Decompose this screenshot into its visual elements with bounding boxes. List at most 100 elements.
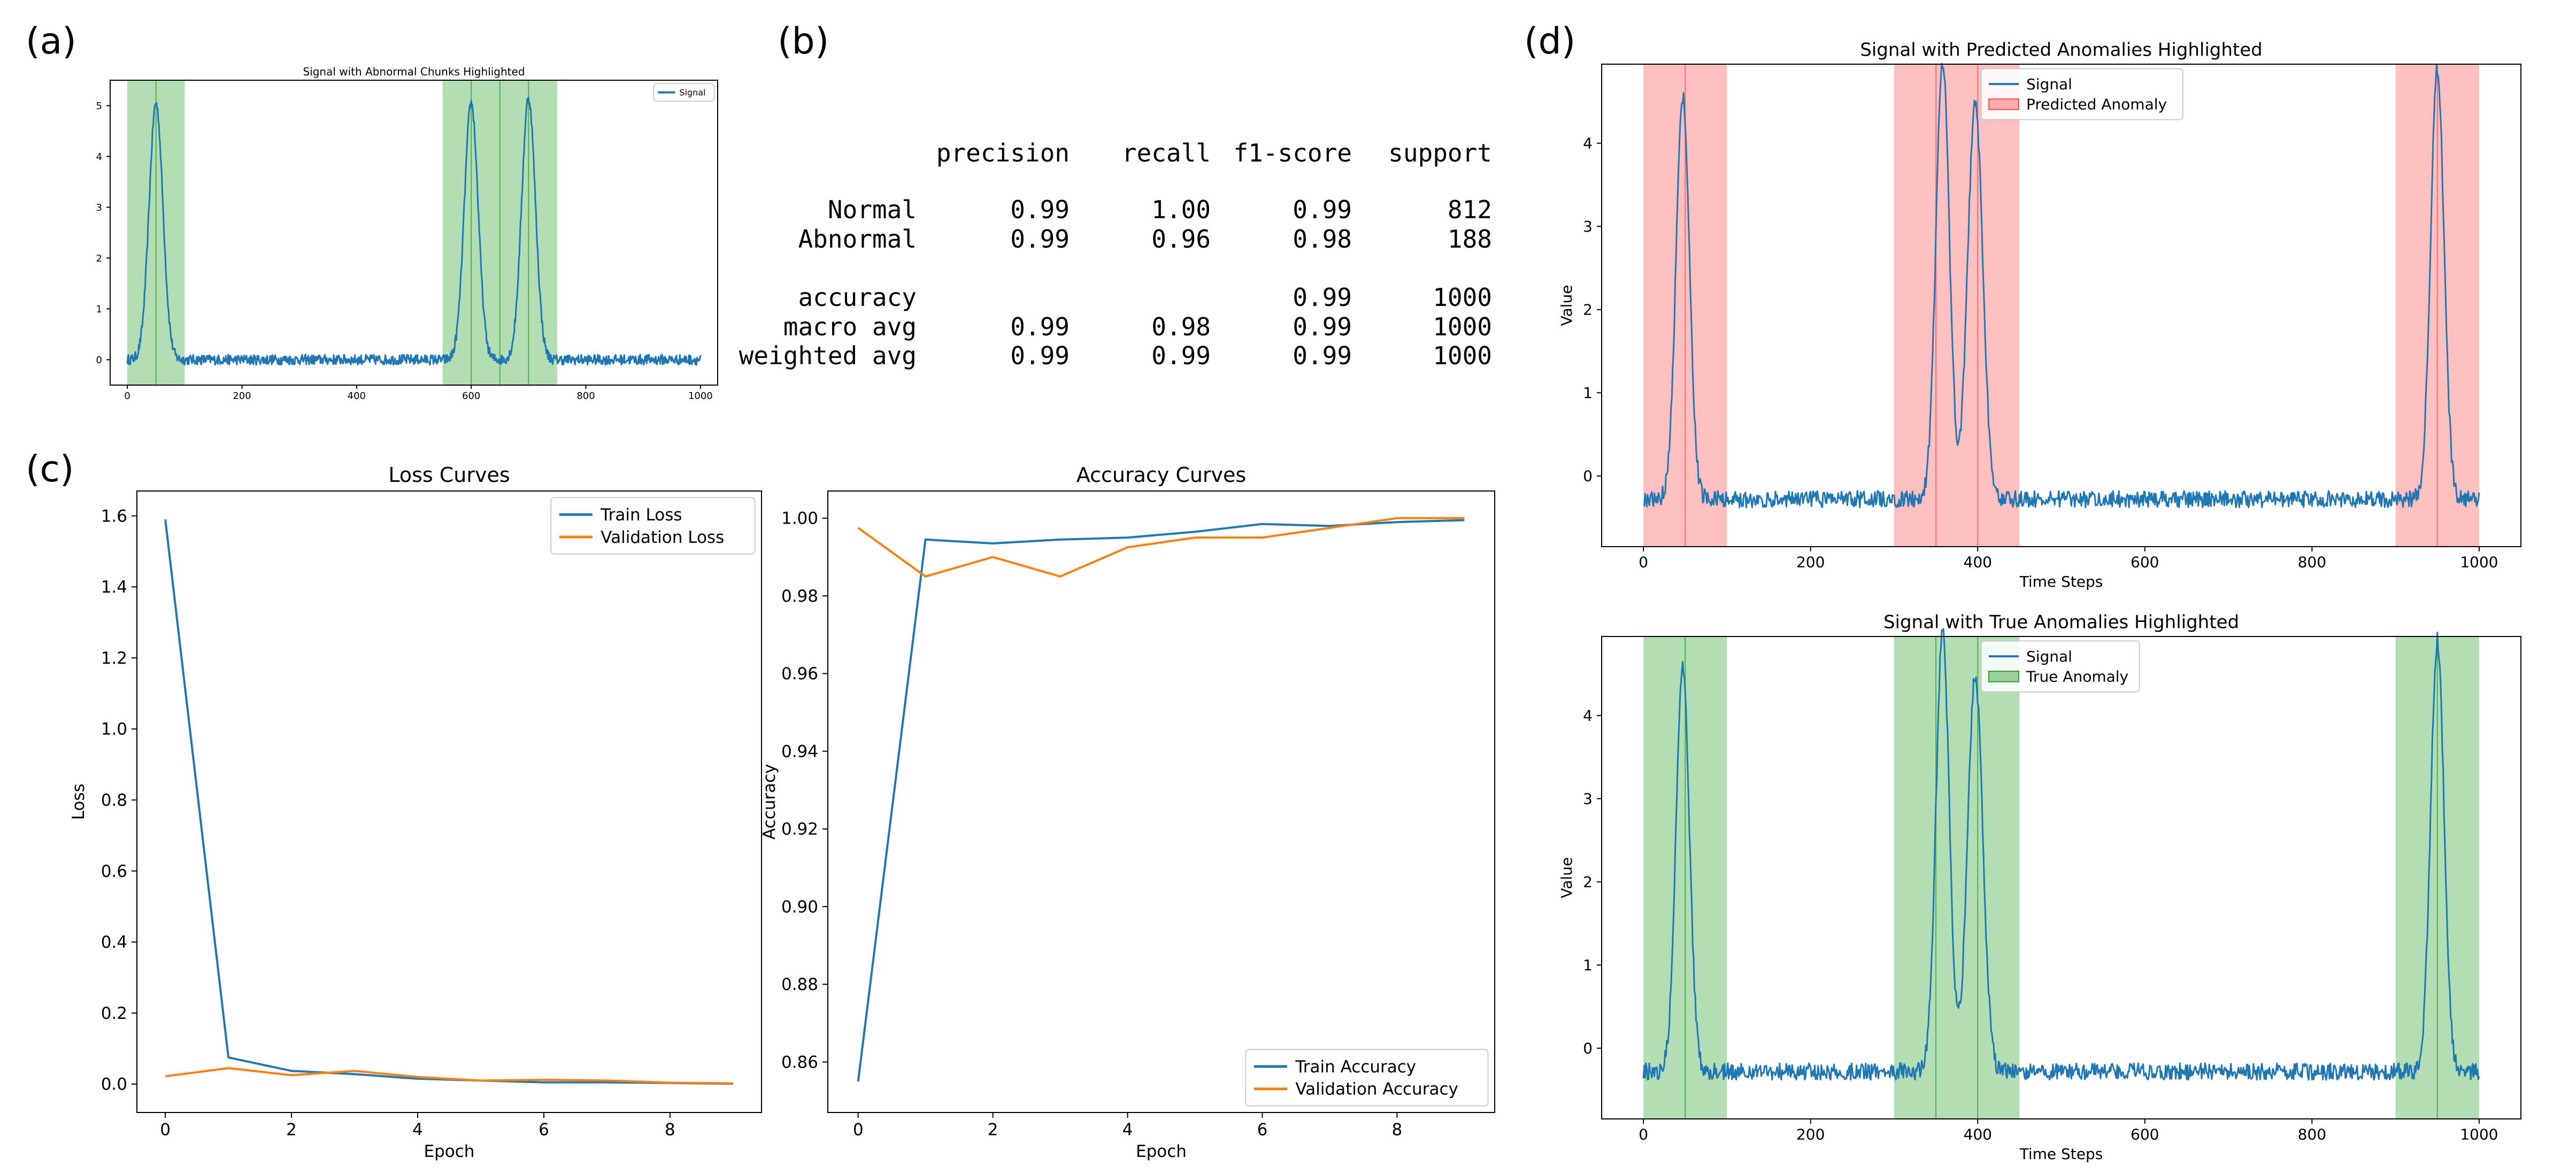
report-row-label: macro avg	[783, 312, 917, 341]
report-cell: 1.00	[1151, 195, 1211, 224]
report-cell: 0.99	[1293, 283, 1352, 312]
x-tick-label: 400	[1964, 1125, 1992, 1143]
report-cell: 0.99	[1010, 195, 1070, 224]
y-tick-label: 0.92	[781, 820, 818, 839]
y-tick-label: 1	[1583, 956, 1593, 974]
x-tick-label: 2	[988, 1121, 998, 1140]
report-row-label: accuracy	[798, 283, 917, 312]
plot-frame	[1601, 636, 2521, 1119]
series-line	[164, 519, 733, 1085]
y-tick-label: 0	[96, 355, 102, 366]
legend: Train Loss Validation Loss	[550, 497, 756, 555]
report-cell: 0.99	[1010, 312, 1070, 341]
report-cell: 0.99	[1293, 341, 1352, 370]
x-tick-label: 0	[853, 1121, 864, 1140]
report-cell: 1000	[1433, 341, 1492, 370]
y-tick-label: 3	[96, 202, 102, 213]
x-tick-label: 400	[1964, 553, 1992, 571]
series-line	[1642, 628, 2480, 1081]
x-tick-label: 6	[1257, 1121, 1268, 1140]
legend-label: Validation Loss	[601, 528, 724, 547]
x-tick-label: 200	[1796, 553, 1825, 571]
x-axis-label: Time Steps	[2019, 573, 2103, 590]
y-tick-label: 2	[1583, 301, 1593, 319]
y-tick-label: 4	[1583, 135, 1593, 152]
report-cell: 0.96	[1151, 225, 1211, 254]
y-axis-label: Loss	[69, 784, 88, 820]
legend-label: Signal	[2026, 75, 2072, 93]
report-cell: 1000	[1433, 312, 1492, 341]
x-tick-label: 0	[124, 390, 130, 402]
plot-frame	[1601, 64, 2521, 547]
x-tick-label: 1000	[688, 390, 713, 402]
y-tick-label: 0.0	[101, 1075, 127, 1094]
legend-label: Train Accuracy	[1295, 1057, 1416, 1077]
panel-label-c: (c)	[26, 448, 74, 490]
y-tick-label: 4	[96, 151, 102, 163]
chart-title: Accuracy Curves	[1076, 463, 1246, 487]
x-tick-label: 800	[576, 390, 595, 402]
panel-label-a: (a)	[26, 20, 76, 63]
x-tick-label: 800	[2298, 553, 2326, 571]
y-tick-label: 0.90	[781, 897, 818, 917]
panel-label-d: (d)	[1524, 20, 1575, 63]
legend-label: True Anomaly	[2026, 668, 2128, 686]
series-line	[165, 1067, 733, 1085]
y-tick-label: 2	[96, 253, 102, 264]
anomaly-span	[1894, 636, 2020, 1119]
chart-title: Signal with True Anomalies Highlighted	[1883, 612, 2239, 633]
y-tick-label: 0.6	[101, 862, 127, 881]
y-tick-label: 0.8	[101, 791, 127, 810]
y-axis-label: Value	[1558, 857, 1575, 899]
anomaly-span	[1894, 64, 2020, 547]
report-header-cell: precision	[936, 139, 1070, 167]
x-tick-label: 600	[2131, 553, 2159, 571]
legend-box	[1980, 68, 2183, 120]
chart-title: Signal with Predicted Anomalies Highligh…	[1860, 40, 2263, 61]
report-header-cell: support	[1388, 139, 1492, 167]
chart-signal-abnormal-chunks: Signal with Abnormal Chunks Highlighted 0…	[96, 65, 718, 402]
legend-label: Predicted Anomaly	[2026, 96, 2167, 113]
panel-label-b: (b)	[778, 20, 829, 63]
chart-accuracy-curves: Accuracy Curves 0 2 4 6 8 0.86 0.88 0.90 0.92 0.94…	[760, 463, 1495, 1161]
legend-patch-swatch	[1988, 98, 2019, 110]
chart-title: Signal with Abnormal Chunks Highlighted	[303, 65, 525, 78]
x-tick-label: 400	[348, 390, 366, 402]
plot-frame	[110, 80, 718, 386]
y-tick-label: 0.98	[781, 587, 818, 606]
x-axis-label: Epoch	[424, 1142, 475, 1161]
y-tick-label: 4	[1583, 707, 1593, 725]
report-cell: 0.98	[1151, 312, 1211, 341]
report-header-cell: recall	[1122, 139, 1211, 167]
legend-box	[550, 497, 756, 555]
legend-box	[653, 83, 715, 102]
legend-patch-swatch	[1988, 671, 2019, 682]
plot-frame	[136, 490, 762, 1113]
y-axis-label: Accuracy	[760, 764, 779, 840]
report-row-label: Abnormal	[798, 225, 917, 254]
series-line	[857, 517, 1465, 578]
y-axis-label: Value	[1558, 285, 1575, 326]
legend-label: Train Loss	[600, 505, 682, 525]
y-tick-label: 0.96	[781, 664, 818, 684]
legend: Signal	[653, 83, 715, 102]
report-cell: 0.99	[1293, 312, 1352, 341]
x-tick-label: 200	[233, 390, 251, 402]
x-tick-label: 1000	[2460, 553, 2498, 571]
x-tick-label: 8	[1391, 1121, 1402, 1140]
report-cell: 1000	[1433, 283, 1492, 312]
report-row-label: Normal	[828, 195, 917, 224]
legend-label: Signal	[2026, 648, 2072, 665]
x-tick-label: 0	[160, 1121, 171, 1140]
x-tick-label: 4	[1122, 1121, 1133, 1140]
y-tick-label: 1	[96, 304, 102, 315]
y-tick-label: 1.6	[101, 507, 127, 526]
x-tick-label: 800	[2298, 1125, 2326, 1143]
chart-predicted-anomalies: Signal with Predicted Anomalies Highligh…	[1558, 40, 2521, 590]
y-tick-label: 0	[1583, 1040, 1593, 1057]
series-line	[857, 519, 1465, 1082]
chart-title: Loss Curves	[388, 463, 510, 487]
legend-box	[1980, 640, 2140, 693]
legend-box	[1245, 1049, 1489, 1107]
x-tick-label: 8	[665, 1121, 675, 1140]
